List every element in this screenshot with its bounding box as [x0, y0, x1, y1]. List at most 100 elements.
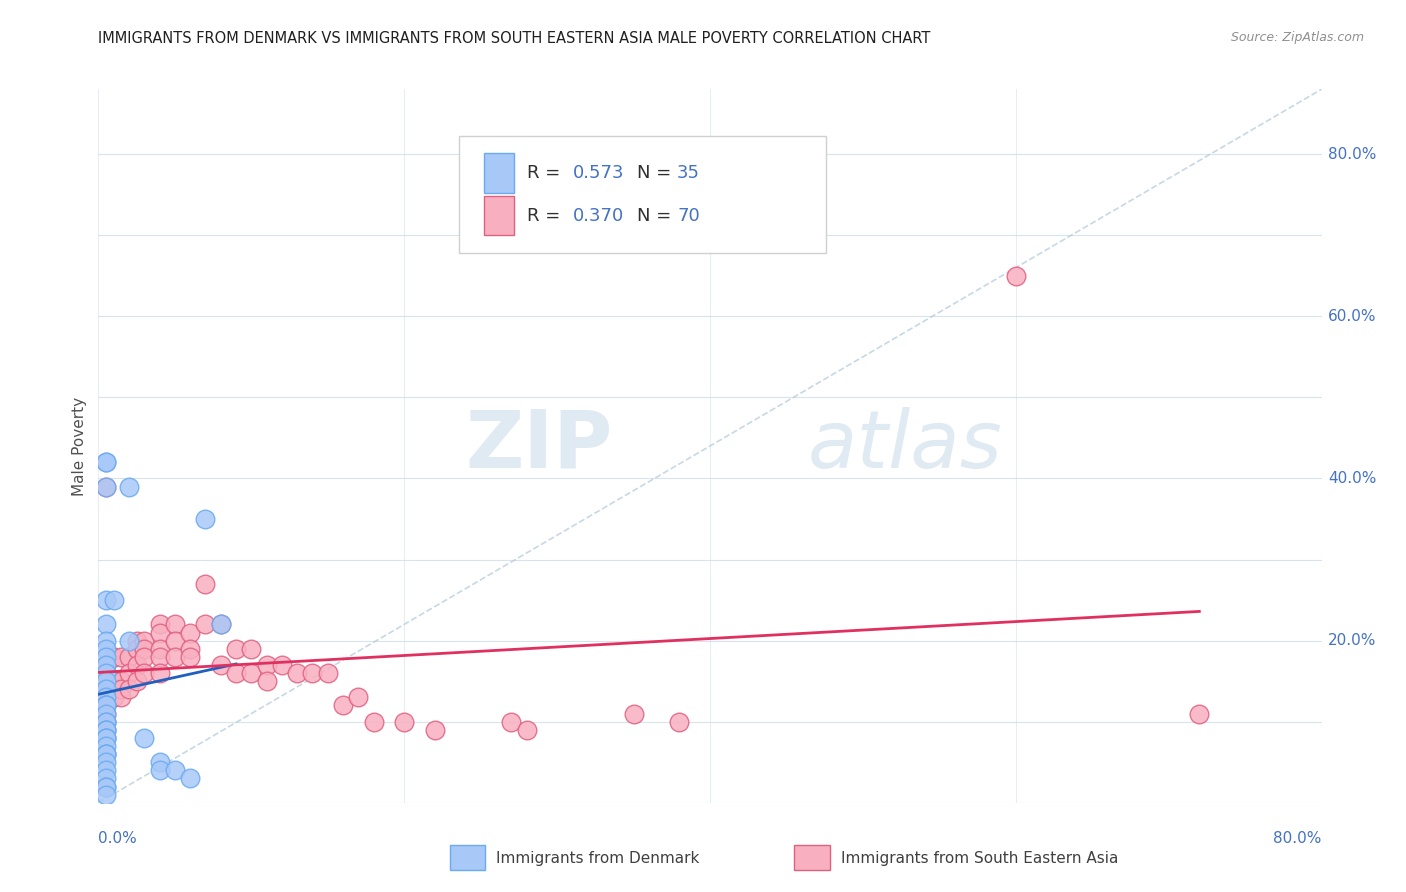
Point [163, 633, 186, 648]
Point [94, 479, 117, 493]
Point [194, 617, 217, 632]
Point [94, 723, 117, 737]
Point [94, 723, 117, 737]
Point [94, 633, 117, 648]
Point [347, 690, 370, 705]
Point [94, 690, 117, 705]
Point [149, 625, 172, 640]
Point [256, 674, 278, 689]
Point [94, 455, 117, 469]
Point [118, 649, 141, 664]
Point [94, 788, 117, 802]
Point [94, 747, 117, 761]
Point [94, 698, 117, 713]
Point [94, 666, 117, 681]
Point [516, 723, 538, 737]
Point [118, 633, 141, 648]
Point [332, 698, 354, 713]
Point [1188, 706, 1211, 721]
Text: ZIP: ZIP [465, 407, 612, 485]
Point [125, 633, 148, 648]
Point [94, 674, 117, 689]
Point [94, 698, 117, 713]
Point [94, 723, 117, 737]
Text: 80.0%: 80.0% [1274, 831, 1322, 847]
Point [423, 723, 446, 737]
Point [94, 666, 117, 681]
Point [225, 666, 247, 681]
Text: Immigrants from South Eastern Asia: Immigrants from South Eastern Asia [841, 851, 1118, 865]
Point [118, 479, 141, 493]
Point [94, 641, 117, 656]
Point [94, 682, 117, 697]
Point [163, 617, 186, 632]
Y-axis label: Male Poverty: Male Poverty [72, 396, 87, 496]
Text: Immigrants from Denmark: Immigrants from Denmark [496, 851, 700, 865]
Point [118, 682, 141, 697]
Point [94, 706, 117, 721]
Point [94, 617, 117, 632]
Point [270, 657, 292, 672]
Point [94, 747, 117, 761]
Text: N =: N = [637, 207, 676, 225]
Text: 20.0%: 20.0% [1327, 633, 1376, 648]
Point [134, 731, 156, 745]
Point [94, 455, 117, 469]
Point [240, 641, 263, 656]
Point [94, 479, 117, 493]
Point [94, 593, 117, 607]
Point [125, 657, 148, 672]
Point [94, 657, 117, 672]
Point [125, 674, 148, 689]
Point [94, 649, 117, 664]
Point [110, 682, 132, 697]
Point [110, 690, 132, 705]
Text: 60.0%: 60.0% [1327, 309, 1376, 324]
Text: Source: ZipAtlas.com: Source: ZipAtlas.com [1230, 31, 1364, 45]
Point [149, 666, 172, 681]
Text: 35: 35 [678, 164, 700, 182]
Point [240, 666, 263, 681]
Point [209, 657, 232, 672]
Point [94, 731, 117, 745]
Point [94, 698, 117, 713]
Point [94, 780, 117, 794]
Point [94, 756, 117, 770]
Point [163, 649, 186, 664]
Point [149, 764, 172, 778]
Text: 70: 70 [678, 207, 700, 225]
Point [94, 657, 117, 672]
Point [94, 674, 117, 689]
Point [392, 714, 416, 729]
Point [94, 772, 117, 786]
Point [1004, 268, 1026, 283]
Point [94, 714, 117, 729]
Text: R =: R = [526, 164, 565, 182]
Point [110, 674, 132, 689]
Point [103, 690, 125, 705]
Point [623, 706, 645, 721]
Point [94, 747, 117, 761]
Text: 0.573: 0.573 [574, 164, 624, 182]
Point [94, 714, 117, 729]
Point [194, 512, 217, 526]
Point [301, 666, 323, 681]
Point [209, 617, 232, 632]
Point [285, 666, 308, 681]
Point [94, 698, 117, 713]
Text: N =: N = [637, 164, 676, 182]
Point [225, 641, 247, 656]
Point [94, 780, 117, 794]
Point [94, 764, 117, 778]
Point [149, 617, 172, 632]
Text: 40.0%: 40.0% [1327, 471, 1376, 486]
Point [103, 593, 125, 607]
FancyBboxPatch shape [484, 153, 515, 193]
Point [94, 682, 117, 697]
Point [134, 633, 156, 648]
Text: IMMIGRANTS FROM DENMARK VS IMMIGRANTS FROM SOUTH EASTERN ASIA MALE POVERTY CORRE: IMMIGRANTS FROM DENMARK VS IMMIGRANTS FR… [98, 31, 931, 46]
Point [94, 714, 117, 729]
Point [179, 625, 201, 640]
Point [668, 714, 690, 729]
Point [194, 577, 217, 591]
